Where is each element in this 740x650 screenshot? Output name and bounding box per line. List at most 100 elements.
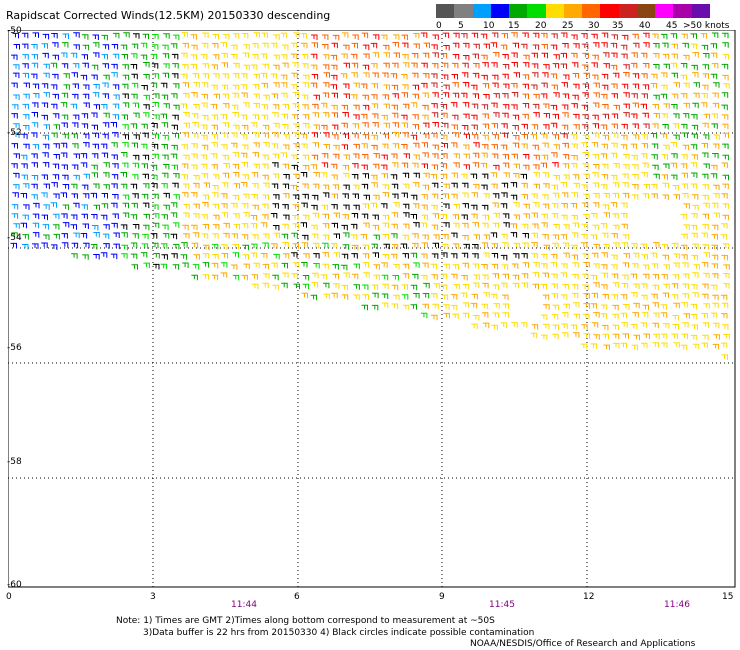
- wind-barb: [111, 142, 118, 148]
- wind-barb: [602, 52, 610, 58]
- wind-barb: [92, 132, 100, 139]
- wind-barb: [573, 182, 580, 189]
- wind-barb: [490, 172, 498, 178]
- wind-barb: [62, 184, 70, 190]
- wind-barb: [581, 324, 588, 330]
- wind-barb: [161, 144, 168, 150]
- wind-barb: [280, 54, 288, 60]
- wind-barb: [573, 124, 580, 130]
- wind-barb: [92, 42, 100, 48]
- wind-barb: [362, 294, 369, 300]
- wind-barb: [331, 124, 339, 131]
- wind-barb: [523, 54, 530, 61]
- wind-barb: [232, 172, 240, 178]
- wind-barb: [70, 224, 77, 230]
- wind-barb: [52, 163, 60, 170]
- wind-barb: [590, 303, 598, 309]
- wind-barb: [590, 234, 597, 240]
- wind-barb: [511, 52, 518, 58]
- wind-barb: [402, 84, 409, 90]
- wind-barb: [240, 114, 248, 121]
- wind-barb: [632, 83, 640, 90]
- wind-barb: [91, 112, 98, 118]
- wind-barb: [443, 84, 450, 91]
- wind-barb: [431, 132, 438, 139]
- wind-barb: [252, 204, 259, 211]
- wind-barb: [172, 63, 179, 69]
- wind-barb: [33, 202, 40, 209]
- wind-barb: [432, 52, 439, 58]
- wind-barb: [282, 144, 290, 150]
- wind-barb: [462, 192, 469, 198]
- wind-barb: [51, 182, 58, 188]
- wind-barb: [661, 244, 668, 250]
- wind-barb: [522, 103, 530, 109]
- wind-barb: [681, 254, 688, 260]
- wind-barb: [363, 72, 370, 78]
- wind-barb: [301, 262, 308, 268]
- wind-barb: [122, 142, 129, 148]
- wind-barb: [571, 34, 578, 40]
- wind-barb: [22, 63, 29, 69]
- wind-barb: [273, 82, 280, 88]
- wind-barb: [133, 33, 140, 39]
- wind-barb: [170, 212, 178, 218]
- wind-barb: [543, 64, 550, 70]
- wind-barb: [210, 153, 218, 159]
- wind-barb: [31, 162, 38, 168]
- wind-barb: [152, 242, 159, 249]
- wind-barb: [343, 62, 350, 69]
- wind-barb: [112, 194, 119, 200]
- wind-barb: [592, 132, 600, 139]
- wind-barb: [253, 103, 260, 109]
- wind-barb: [43, 204, 50, 210]
- wind-barb: [552, 162, 559, 168]
- wind-barb: [681, 132, 688, 138]
- wind-barb: [663, 63, 670, 70]
- wind-barb: [323, 144, 330, 150]
- wind-barb: [112, 103, 120, 110]
- wind-barb: [571, 254, 578, 261]
- wind-barb: [621, 322, 628, 328]
- wind-barb: [212, 233, 219, 239]
- wind-barb: [513, 214, 520, 220]
- wind-barb: [491, 62, 498, 68]
- wind-barb: [232, 244, 239, 250]
- wind-barb: [372, 122, 379, 128]
- wind-barb: [561, 332, 569, 338]
- wind-barb: [23, 82, 30, 89]
- wind-barb: [451, 193, 458, 200]
- wind-barb: [483, 292, 490, 298]
- wind-barb: [362, 244, 369, 251]
- wind-barb: [563, 224, 570, 230]
- wind-barb: [11, 143, 18, 149]
- wind-barb: [290, 154, 298, 161]
- wind-barb: [402, 263, 410, 270]
- wind-barb: [640, 52, 648, 59]
- wind-barb: [201, 214, 208, 220]
- wind-barb: [720, 342, 728, 349]
- wind-barb: [171, 164, 178, 171]
- wind-barb: [503, 172, 510, 178]
- wind-barb: [522, 233, 529, 239]
- wind-barb: [242, 254, 249, 260]
- wind-barb: [141, 243, 149, 249]
- wind-barb: [721, 92, 729, 98]
- wind-barb: [302, 183, 309, 189]
- wind-barb: [331, 222, 338, 229]
- wind-barb: [61, 213, 68, 219]
- wind-barb: [111, 222, 118, 229]
- wind-barb: [182, 183, 190, 189]
- wind-barb: [662, 254, 669, 261]
- wind-barb: [413, 43, 420, 49]
- wind-barb: [592, 164, 600, 170]
- wind-barb: [473, 234, 480, 240]
- wind-barb: [161, 214, 168, 220]
- wind-barb: [512, 42, 519, 49]
- wind-barb: [232, 252, 239, 258]
- wind-barb: [600, 223, 608, 229]
- wind-barb: [422, 92, 429, 98]
- wind-barb: [341, 284, 348, 291]
- wind-barb: [512, 173, 520, 179]
- wind-barb: [523, 203, 530, 210]
